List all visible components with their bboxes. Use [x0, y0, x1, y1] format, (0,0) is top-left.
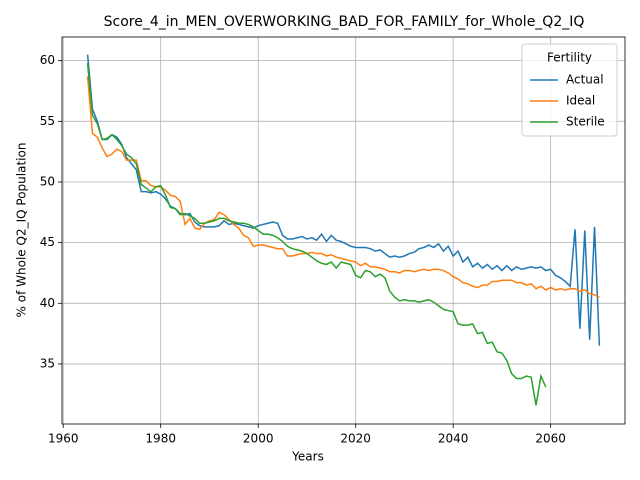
plot-frame: [61, 36, 626, 425]
x-tick-label: 2000: [243, 432, 274, 446]
y-axis-label: % of Whole Q2_IQ Population: [15, 143, 29, 318]
x-tick-label: 2060: [535, 432, 566, 446]
y-tick-label: 60: [40, 53, 55, 67]
x-axis-label: Years: [291, 450, 324, 464]
x-tick-label: 1960: [48, 432, 79, 446]
y-tick-label: 50: [40, 174, 55, 188]
series-line: [86, 76, 600, 298]
y-tick-label: 45: [40, 235, 55, 249]
legend-box: [521, 43, 618, 137]
legend-label: Sterile: [566, 115, 605, 129]
x-tick-label: 2020: [340, 432, 371, 446]
series-line: [86, 63, 547, 406]
legend-label: Actual: [566, 73, 604, 87]
x-tick-label: 1980: [145, 432, 176, 446]
y-tick-label: 40: [40, 296, 55, 310]
y-tick-label: 35: [40, 356, 55, 370]
legend-title: Fertility: [547, 51, 592, 65]
y-tick-label: 55: [40, 114, 55, 128]
chart-title: Score_4_in_MEN_OVERWORKING_BAD_FOR_FAMIL…: [104, 14, 585, 30]
x-tick-label: 2040: [438, 432, 469, 446]
legend-label: Ideal: [566, 94, 595, 108]
